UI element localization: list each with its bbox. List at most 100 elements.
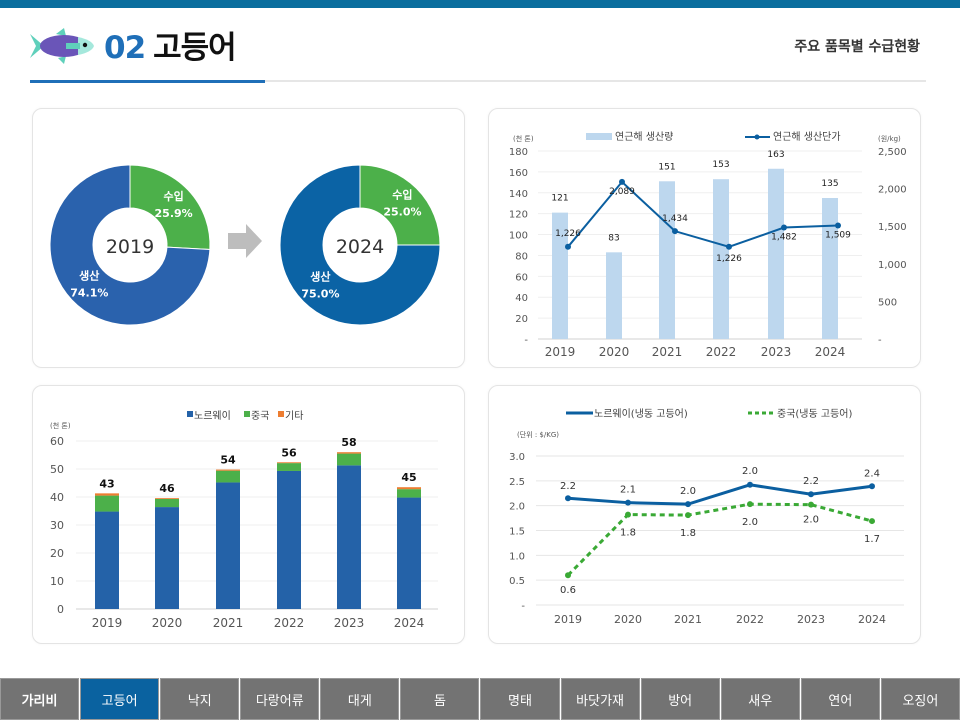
nav-item-6[interactable]: 돔 — [400, 678, 480, 720]
slice-value: 75.0% — [301, 288, 339, 301]
y-unit-right: (원/kg) — [878, 134, 901, 143]
nav-item-7[interactable]: 명태 — [480, 678, 560, 720]
series-point — [625, 499, 631, 506]
x-tick: 2021 — [213, 616, 244, 630]
divider — [30, 80, 926, 82]
y-tick-right: 1,000 — [878, 260, 907, 271]
legend-label: 노르웨이 — [194, 410, 231, 422]
x-tick: 2022 — [706, 345, 737, 359]
y-tick-left: - — [524, 335, 528, 346]
nav-item-1[interactable]: 가리비 — [0, 678, 80, 720]
point-label: 1.7 — [864, 534, 880, 545]
x-tick: 2024 — [394, 616, 425, 630]
y-tick-right: 2,000 — [878, 185, 907, 196]
bar-production — [606, 252, 622, 339]
bar-segment-중국 — [397, 489, 421, 498]
bar-total-label: 58 — [341, 436, 356, 449]
bar-total-label: 54 — [220, 454, 236, 467]
legend-swatch — [244, 411, 250, 417]
top-bar — [0, 0, 960, 8]
nav-item-10[interactable]: 새우 — [720, 678, 800, 720]
point-label: 2.0 — [742, 517, 758, 528]
bar-segment-노르웨이 — [216, 482, 240, 609]
bar-total-label: 45 — [401, 471, 416, 484]
fish-icon — [30, 28, 94, 64]
slice-label: 수입 — [163, 190, 183, 203]
series-point — [565, 572, 571, 579]
price-label: 1,226 — [716, 254, 742, 264]
nav-item-11[interactable]: 연어 — [800, 678, 880, 720]
bar-segment-노르웨이 — [155, 507, 179, 609]
series-point — [685, 501, 691, 508]
x-tick: 2019 — [92, 616, 123, 630]
x-tick: 2019 — [545, 345, 576, 359]
y-tick: 30 — [50, 519, 64, 532]
x-tick: 2024 — [815, 345, 846, 359]
series-point — [869, 483, 875, 490]
point-label: 2.1 — [620, 485, 636, 496]
legend-label: 연근해 생산단가 — [773, 130, 841, 143]
price-label: 1,226 — [555, 229, 581, 239]
bar-segment-중국 — [337, 453, 361, 466]
y-tick: 0 — [57, 603, 64, 616]
y-tick-right: 500 — [878, 297, 897, 308]
price-point — [619, 178, 625, 185]
bar-label: 135 — [821, 179, 838, 189]
bar-label: 151 — [658, 162, 675, 172]
title-number: 02 — [104, 30, 146, 66]
bar-segment-노르웨이 — [277, 470, 301, 609]
y-tick: 10 — [50, 575, 64, 588]
bar-total-label: 46 — [159, 482, 175, 495]
bar-segment-중국 — [216, 470, 240, 483]
donut-slice-수입 — [129, 164, 211, 251]
donut-slice-생산 — [279, 164, 441, 326]
point-label: 2.0 — [680, 486, 696, 497]
price-label: 2,089 — [609, 187, 635, 197]
y-tick-left: 60 — [515, 272, 528, 283]
slice-value: 25.9% — [155, 207, 193, 220]
bar-segment-기타 — [337, 452, 361, 454]
nav-item-8[interactable]: 바닷가재 — [560, 678, 640, 720]
x-tick: 2024 — [858, 613, 886, 626]
series-point — [747, 481, 753, 488]
y-tick-right: 2,500 — [878, 147, 907, 158]
bar-segment-기타 — [95, 493, 119, 496]
page-title: 02 고등어 — [104, 22, 237, 67]
price-point — [726, 243, 732, 250]
nav-item-2[interactable]: 고등어 — [80, 678, 160, 720]
nav-item-5[interactable]: 대게 — [320, 678, 400, 720]
price-label: 1,509 — [825, 231, 851, 241]
bar-segment-노르웨이 — [95, 511, 119, 609]
charts-canvas: 수입 25.9% 생산 74.1% 2019 수입 25.0% 생산 75.0% 2024 - 20 4… — [49, 130, 907, 630]
bar-segment-중국 — [95, 495, 119, 512]
legend-label: 기타 — [285, 410, 303, 422]
y-tick-left: 140 — [509, 189, 528, 200]
bar-production — [768, 168, 784, 339]
nav-item-4[interactable]: 다랑어류 — [240, 678, 320, 720]
series-line-2 — [566, 502, 873, 577]
x-tick: 2023 — [761, 345, 792, 359]
title-text: 고등어 — [153, 30, 237, 66]
bar-label: 153 — [712, 160, 729, 170]
y-tick: 40 — [50, 491, 64, 504]
bar-label: 83 — [608, 233, 619, 243]
nav-item-12[interactable]: 오징어 — [880, 678, 960, 720]
legend-label: 중국(냉동 고등어) — [777, 408, 852, 420]
series-point — [625, 511, 631, 518]
donut-slice-수입 — [359, 164, 441, 246]
legend-label: 중국 — [251, 410, 269, 422]
y-tick: - — [521, 601, 525, 612]
y-tick: 0.5 — [509, 576, 525, 587]
bar-segment-기타 — [155, 498, 179, 499]
price-line — [567, 180, 839, 248]
x-tick: 2020 — [614, 613, 642, 626]
point-label: 1.8 — [680, 528, 696, 539]
y-unit-left: (천 톤) — [513, 134, 534, 143]
bar-segment-기타 — [216, 469, 240, 471]
y-tick: 60 — [50, 435, 64, 448]
slice-label: 생산 — [79, 268, 99, 282]
nav-item-3[interactable]: 낙지 — [160, 678, 240, 720]
point-label: 2.4 — [864, 468, 880, 479]
y-tick-right: - — [878, 335, 882, 346]
nav-item-9[interactable]: 방어 — [640, 678, 720, 720]
